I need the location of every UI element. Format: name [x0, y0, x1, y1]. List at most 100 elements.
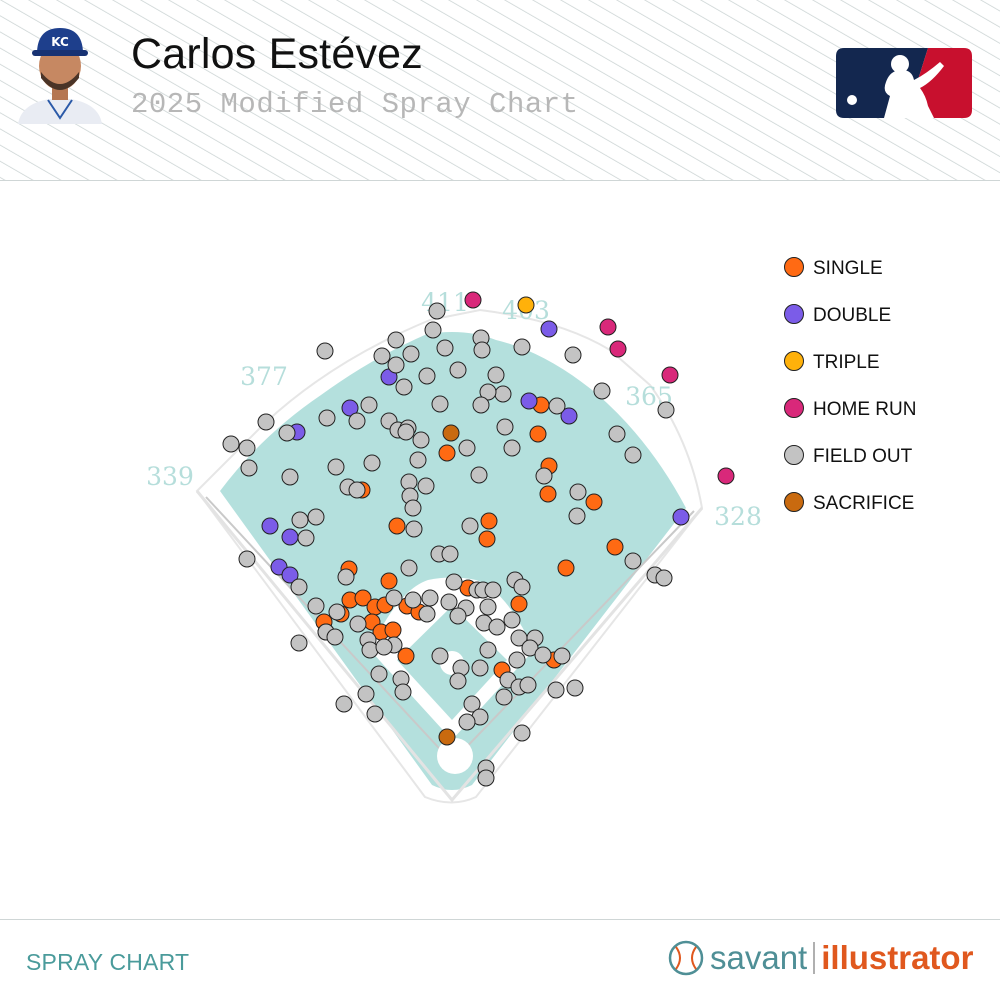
legend-label-field-out: FIELD OUT	[813, 446, 913, 467]
batted-ball-point-field-out	[360, 396, 378, 414]
batted-ball-point-field-out	[449, 607, 467, 625]
legend-marker-triple	[784, 351, 804, 371]
batted-ball-point-field-out	[385, 589, 403, 607]
batted-ball-point-field-out	[366, 705, 384, 723]
batted-ball-point-field-out	[624, 446, 642, 464]
batted-ball-point-field-out	[503, 611, 521, 629]
home-plate-circle	[437, 738, 473, 774]
batted-ball-point-double	[540, 320, 558, 338]
legend-marker-sacrifice	[784, 492, 804, 512]
batted-ball-point-double	[341, 399, 359, 417]
batted-ball-point-field-out	[424, 321, 442, 339]
batted-ball-point-field-out	[449, 672, 467, 690]
baseball-icon	[668, 940, 704, 976]
batted-ball-point-single	[606, 538, 624, 556]
mlb-logo-icon	[836, 48, 972, 118]
legend: SINGLE DOUBLE TRIPLE HOME RUN FIELD OUT SACRI…	[784, 257, 916, 514]
batted-ball-point-field-out	[395, 378, 413, 396]
batted-ball-point-field-out	[290, 578, 308, 596]
header-hatch-background	[0, 0, 1000, 180]
batted-ball-point-field-out	[397, 423, 415, 441]
batted-ball-point-field-out	[363, 454, 381, 472]
batted-ball-point-field-out	[508, 651, 526, 669]
batted-ball-point-double	[281, 566, 299, 584]
batted-ball-point-field-out	[290, 634, 308, 652]
batted-ball-point-single	[480, 512, 498, 530]
batted-ball-point-field-out	[513, 338, 531, 356]
svg-text:KC: KC	[51, 35, 69, 49]
batted-ball-point-field-out	[222, 435, 240, 453]
batted-ball-point-field-out	[278, 424, 296, 442]
batted-ball-point-field-out	[431, 647, 449, 665]
player-headshot-icon: KC	[18, 28, 102, 124]
batted-ball-point-field-out	[327, 458, 345, 476]
batted-ball-point-field-out	[472, 396, 490, 414]
batted-ball-point-field-out	[404, 591, 422, 609]
legend-marker-single	[784, 257, 804, 277]
brand-logo: savant illustrator	[668, 936, 973, 980]
batted-ball-point-field-out	[566, 679, 584, 697]
batted-ball-point-double	[261, 517, 279, 535]
batted-ball-point-field-out	[473, 341, 491, 359]
legend-marker-home-run	[784, 398, 804, 418]
fence-distance-label: 328	[714, 502, 762, 531]
batted-ball-point-double	[281, 528, 299, 546]
batted-ball-point-field-out	[361, 641, 379, 659]
legend-label-single: SINGLE	[813, 258, 883, 279]
batted-ball-point-field-out	[307, 508, 325, 526]
batted-ball-point-home-run	[599, 318, 617, 336]
batted-ball-point-field-out	[547, 681, 565, 699]
batted-ball-point-field-out	[400, 559, 418, 577]
batted-ball-point-field-out	[461, 517, 479, 535]
batted-ball-point-field-out	[535, 467, 553, 485]
batted-ball-point-field-out	[240, 459, 258, 477]
legend-marker-double	[784, 304, 804, 324]
legend-label-home-run: HOME RUN	[813, 399, 916, 420]
batted-ball-point-field-out	[238, 550, 256, 568]
batted-ball-point-field-out	[503, 439, 521, 457]
batted-ball-point-field-out	[297, 529, 315, 547]
batted-ball-point-field-out	[440, 593, 458, 611]
batted-ball-point-home-run	[717, 467, 735, 485]
batted-ball-point-field-out	[348, 412, 366, 430]
batted-ball-point-field-out	[316, 342, 334, 360]
batted-ball-point-field-out	[471, 659, 489, 677]
batted-ball-point-field-out	[238, 439, 256, 457]
batted-ball-point-field-out	[655, 569, 673, 587]
legend-marker-field-out	[784, 445, 804, 465]
batted-ball-point-field-out	[488, 618, 506, 636]
fence-distance-label: 377	[240, 362, 288, 391]
player-name: Carlos Estévez	[131, 30, 423, 78]
batted-ball-point-field-out	[412, 431, 430, 449]
batted-ball-point-field-out	[375, 638, 393, 656]
batted-ball-point-sacrifice	[442, 424, 460, 442]
batted-ball-point-field-out	[370, 665, 388, 683]
batted-ball-point-field-out	[494, 385, 512, 403]
batted-ball-point-field-out	[513, 724, 531, 742]
batted-ball-point-home-run	[609, 340, 627, 358]
batted-ball-point-single	[539, 485, 557, 503]
batted-ball-point-field-out	[409, 451, 427, 469]
batted-ball-point-field-out	[487, 366, 505, 384]
batted-ball-point-single	[388, 517, 406, 535]
batted-ball-point-field-out	[624, 552, 642, 570]
brand-name-illustrator: illustrator	[821, 939, 974, 976]
batted-ball-point-field-out	[657, 401, 675, 419]
batted-ball-point-field-out	[484, 581, 502, 599]
batted-ball-point-field-out	[349, 615, 367, 633]
foul-line-right	[453, 510, 695, 761]
batted-ball-point-field-out	[553, 647, 571, 665]
batted-ball-point-field-out	[479, 641, 497, 659]
batted-ball-point-field-out	[534, 646, 552, 664]
batted-ball-point-single	[510, 595, 528, 613]
legend-label-triple: TRIPLE	[813, 352, 880, 373]
batted-ball-point-field-out	[495, 688, 513, 706]
batted-ball-point-field-out	[458, 713, 476, 731]
outer-boundary	[195, 490, 704, 803]
batted-ball-point-field-out	[418, 605, 436, 623]
batted-ball-point-field-out	[418, 367, 436, 385]
footer-label: SPRAY CHART	[26, 949, 190, 975]
legend-label-sacrifice: SACRIFICE	[813, 493, 914, 514]
batted-ball-point-field-out	[441, 545, 459, 563]
legend-label-double: DOUBLE	[813, 305, 891, 326]
